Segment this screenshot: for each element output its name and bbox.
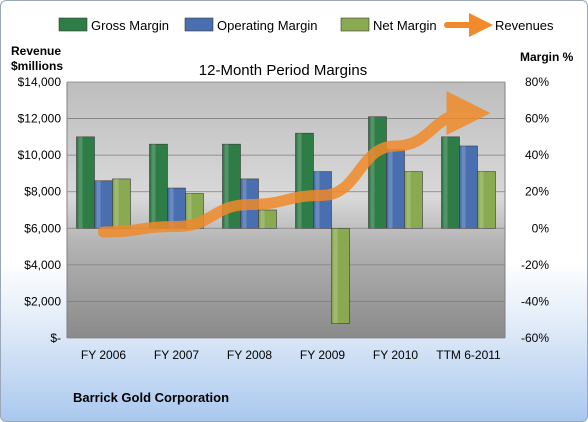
x-tick-label: FY 2008: [227, 348, 272, 362]
bar-highlight: [297, 133, 302, 229]
bar-highlight: [187, 193, 192, 229]
y-left-tick-label: $8,000: [24, 185, 61, 199]
bar-highlight: [406, 171, 411, 229]
x-tick-label: FY 2007: [154, 348, 199, 362]
company-name: Barrick Gold Corporation: [73, 390, 229, 405]
y-right-tick-label: -40%: [521, 294, 549, 308]
x-tick-label: FY 2006: [81, 348, 126, 362]
legend-swatch: [184, 17, 214, 32]
bar-net-margin: [331, 227, 350, 324]
y-right-tick-label: 40%: [525, 148, 549, 162]
bar-net-margin: [477, 171, 496, 229]
bar-highlight: [114, 178, 119, 229]
legend-label: Operating Margin: [217, 18, 317, 33]
bar-highlight: [443, 136, 448, 229]
legend-label: Gross Margin: [91, 18, 169, 33]
bar-net-margin: [404, 171, 423, 229]
gridlines: [67, 81, 505, 339]
axes: $- $2,000 $4,000 $6,000 $8,000 $10,000 $12,000…: [18, 75, 550, 362]
y-left-label-line2: $millions: [11, 59, 63, 73]
y-right-tick-label: 60%: [525, 112, 549, 126]
y-right-tick-label: 0%: [532, 221, 550, 235]
bar-highlight: [388, 149, 393, 229]
y-left-tick-label: $2,000: [24, 294, 61, 308]
y-right-label: Margin %: [520, 50, 574, 64]
y-right-tick-label: -60%: [521, 331, 549, 345]
legend-swatch: [340, 17, 370, 32]
y-left-tick-label: $12,000: [18, 112, 62, 126]
y-left-tick-label: $-: [50, 331, 61, 345]
y-right-tick-label: 20%: [525, 185, 549, 199]
revenue-series: [98, 91, 491, 238]
bar-highlight: [78, 136, 83, 229]
x-tick-label: FY 2009: [300, 348, 345, 362]
y-left-tick-label: $4,000: [24, 258, 61, 272]
bar-highlight: [96, 180, 101, 229]
y-left-label-line1: Revenue: [11, 44, 61, 58]
bar-highlight: [333, 228, 338, 324]
legend-label: Revenues: [495, 18, 554, 33]
bar-highlight: [224, 144, 229, 229]
bar-highlight: [479, 171, 484, 229]
legend-label: Net Margin: [373, 18, 437, 33]
y-right-tick-label: 80%: [525, 75, 549, 89]
bar-highlight: [370, 116, 375, 229]
bar-net-margin: [258, 209, 277, 229]
revenues-line: [98, 91, 491, 238]
bar-highlight: [260, 210, 265, 229]
bar-highlight: [461, 146, 466, 229]
x-tick-label: TTM 6-2011: [436, 348, 501, 362]
legend-swatch: [58, 17, 88, 32]
y-left-tick-label: $14,000: [18, 75, 62, 89]
y-left-tick-label: $6,000: [24, 221, 61, 235]
y-right-tick-label: -20%: [521, 258, 549, 272]
chart-title: 12-Month Period Margins: [199, 62, 367, 79]
bar-highlight: [151, 144, 156, 229]
y-left-tick-label: $10,000: [18, 148, 62, 162]
legend: Gross Margin Operating Margin Net Margin Re…: [58, 13, 554, 37]
x-tick-label: FY 2010: [373, 348, 418, 362]
bar-highlight: [169, 188, 174, 229]
